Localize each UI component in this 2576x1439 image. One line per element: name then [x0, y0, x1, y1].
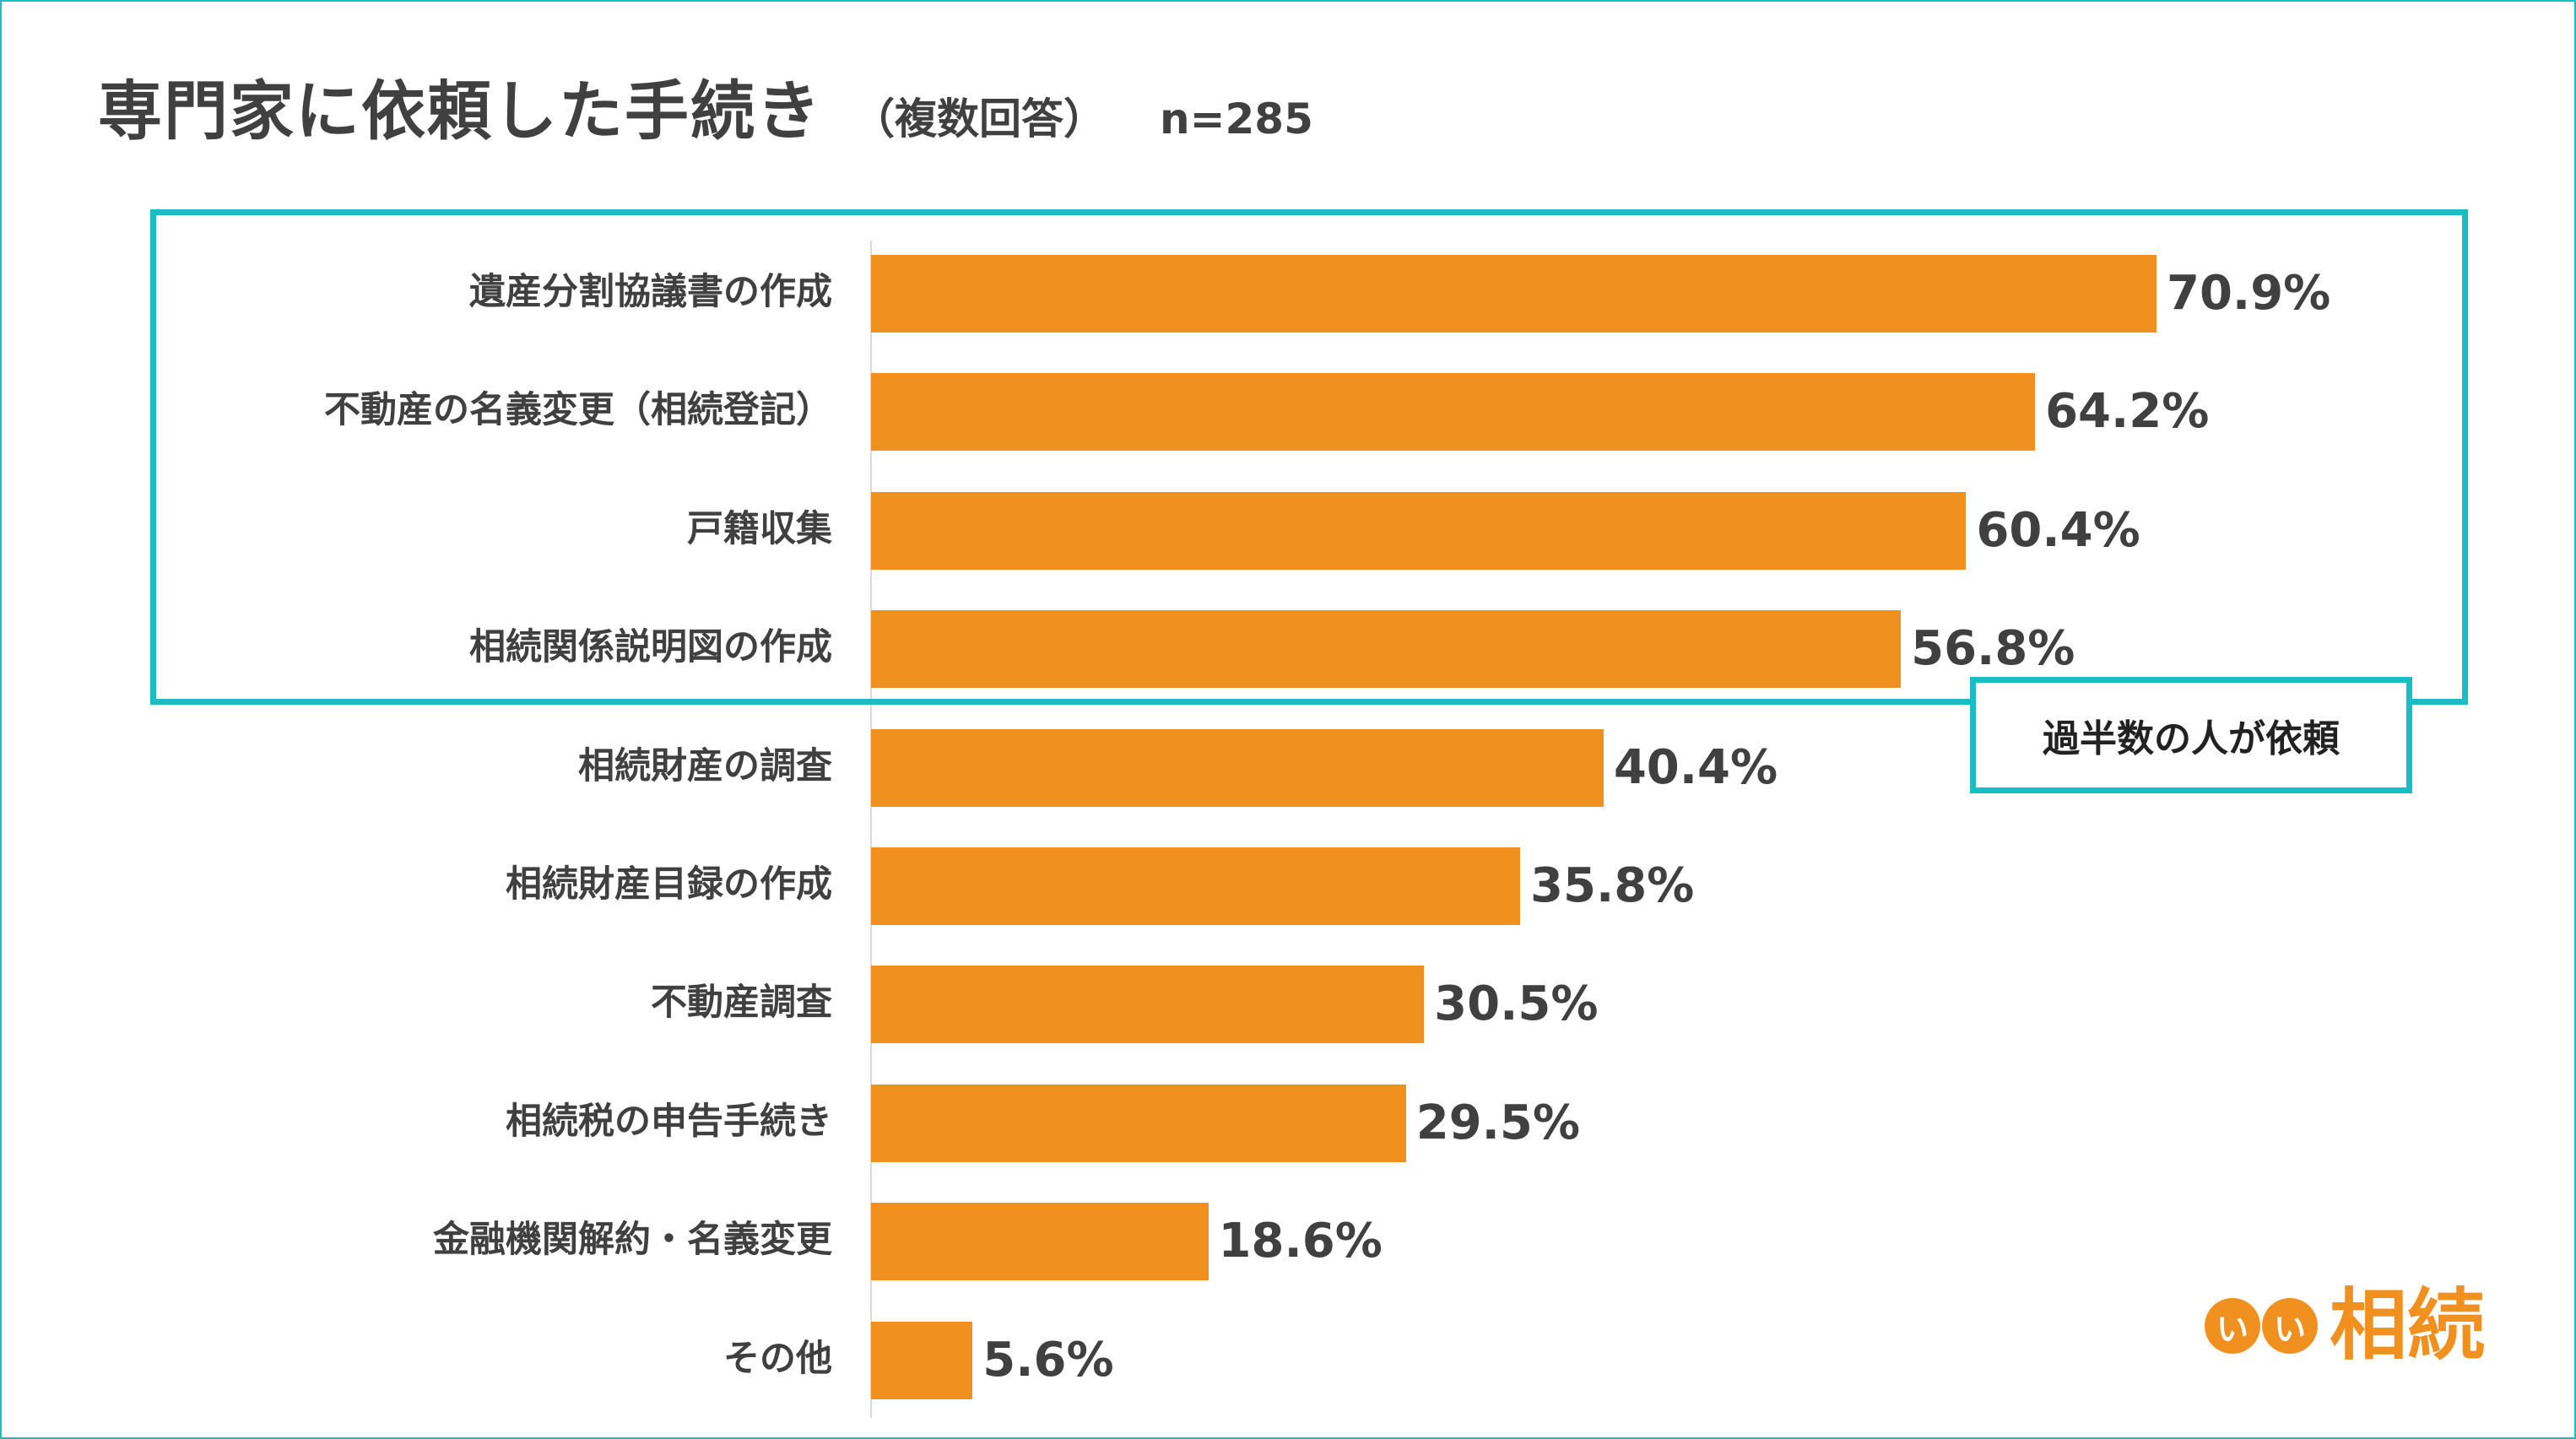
category-label: 金融機関解約・名義変更: [433, 1219, 832, 1262]
bar: [871, 847, 1521, 925]
logo-circle-ii: い: [2205, 1298, 2260, 1354]
category-label: 不動産の名義変更（相続登記）: [324, 389, 832, 432]
logo-text: 相続: [2330, 1280, 2486, 1371]
category-label: 戸籍収集: [687, 507, 832, 550]
value-label: 60.4%: [1976, 502, 2140, 558]
majority-highlight-box: [150, 209, 2468, 705]
y-axis-line: [870, 241, 872, 1418]
category-label: 不動産調査: [651, 982, 832, 1025]
value-label: 56.8%: [1911, 621, 2075, 677]
bar: [871, 1203, 1209, 1281]
value-label: 70.9%: [2167, 266, 2331, 321]
bar: [871, 728, 1604, 807]
bar: [871, 255, 2157, 333]
category-label: 相続関係説明図の作成: [469, 626, 832, 669]
chart-title-sub: （複数回答）: [852, 95, 1106, 143]
value-label: 64.2%: [2045, 384, 2210, 440]
value-label: 5.6%: [982, 1332, 1114, 1388]
chart-title: 専門家に依頼した手続き （複数回答） n=285: [98, 59, 1313, 152]
chart-title-main: 専門家に依頼した手続き: [98, 73, 822, 149]
bar: [871, 1084, 1406, 1162]
category-label: 相続財産の調査: [578, 744, 832, 787]
majority-callout: 過半数の人が依頼: [1970, 677, 2412, 793]
value-label: 30.5%: [1434, 976, 1599, 1032]
logo-circle-i: い: [2262, 1298, 2318, 1354]
category-label: 相続財産目録の作成: [506, 863, 832, 906]
value-label: 40.4%: [1613, 739, 1778, 795]
bar: [871, 1321, 973, 1399]
category-label: その他: [723, 1337, 832, 1380]
value-label: 18.6%: [1218, 1214, 1383, 1269]
value-label: 29.5%: [1415, 1095, 1580, 1150]
bar: [871, 491, 1967, 570]
bar: [871, 610, 1902, 689]
bar: [871, 373, 2036, 452]
brand-logo: い い 相続: [2205, 1287, 2485, 1365]
value-label: 35.8%: [1530, 858, 1695, 913]
category-label: 相続税の申告手続き: [506, 1100, 832, 1143]
category-label: 遺産分割協議書の作成: [469, 271, 832, 313]
bar: [871, 966, 1425, 1044]
sample-size: n=285: [1160, 95, 1313, 143]
